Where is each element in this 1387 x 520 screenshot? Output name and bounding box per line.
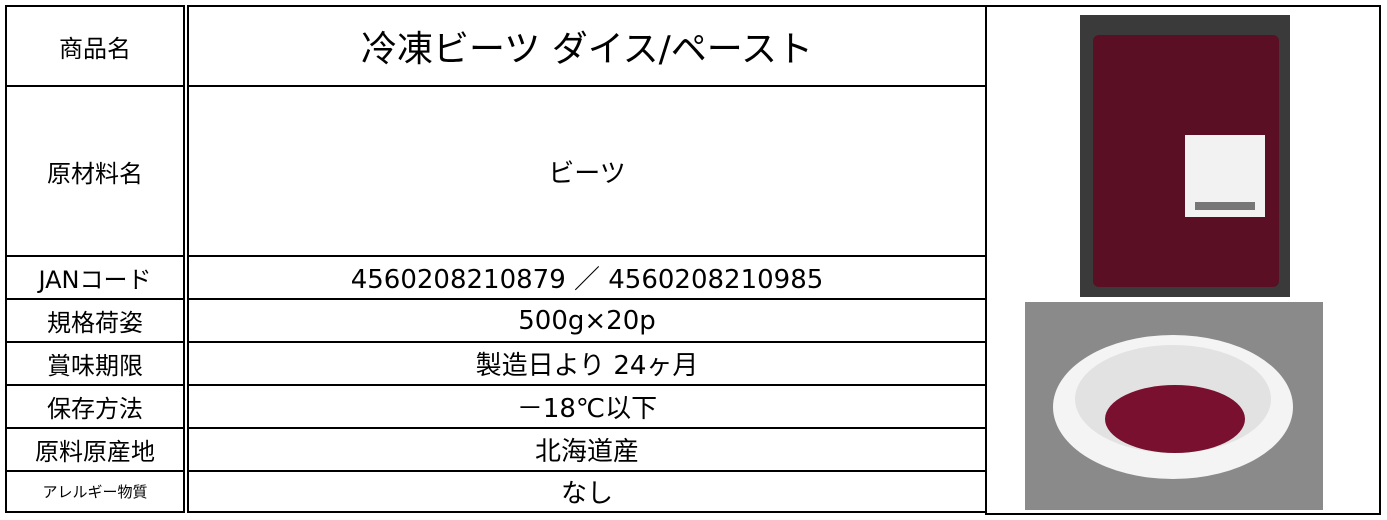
image-cell bbox=[985, 5, 1381, 515]
value: 製造日より 24ヶ月 bbox=[185, 341, 987, 386]
value: －18℃以下 bbox=[185, 384, 987, 429]
value: ビーツ bbox=[185, 85, 987, 257]
label: 原材料名 bbox=[5, 85, 189, 257]
product-photos bbox=[1025, 15, 1323, 510]
product-name: 冷凍ビーツ ダイス/ペースト bbox=[185, 5, 987, 87]
beet-dice bbox=[1105, 385, 1245, 453]
spec-sheet: 商品名 冷凍ビーツ ダイス/ペースト 原材料名 ビーツ JANコード 45602082… bbox=[5, 5, 1381, 515]
label: アレルギー物質 bbox=[5, 470, 189, 513]
spec-table: 商品名 冷凍ビーツ ダイス/ペースト 原材料名 ビーツ JANコード 45602082… bbox=[5, 5, 987, 513]
value: なし bbox=[185, 470, 987, 513]
label: 規格荷姿 bbox=[5, 298, 189, 343]
barcode bbox=[1195, 202, 1255, 210]
value: 北海道産 bbox=[185, 427, 987, 472]
label: 保存方法 bbox=[5, 384, 189, 429]
label: 賞味期限 bbox=[5, 341, 189, 386]
label: 原料原産地 bbox=[5, 427, 189, 472]
value: 4560208210879 ／ 4560208210985 bbox=[185, 255, 987, 300]
label: JANコード bbox=[5, 255, 189, 300]
label: 商品名 bbox=[5, 5, 189, 87]
value: 500g×20p bbox=[185, 298, 987, 343]
